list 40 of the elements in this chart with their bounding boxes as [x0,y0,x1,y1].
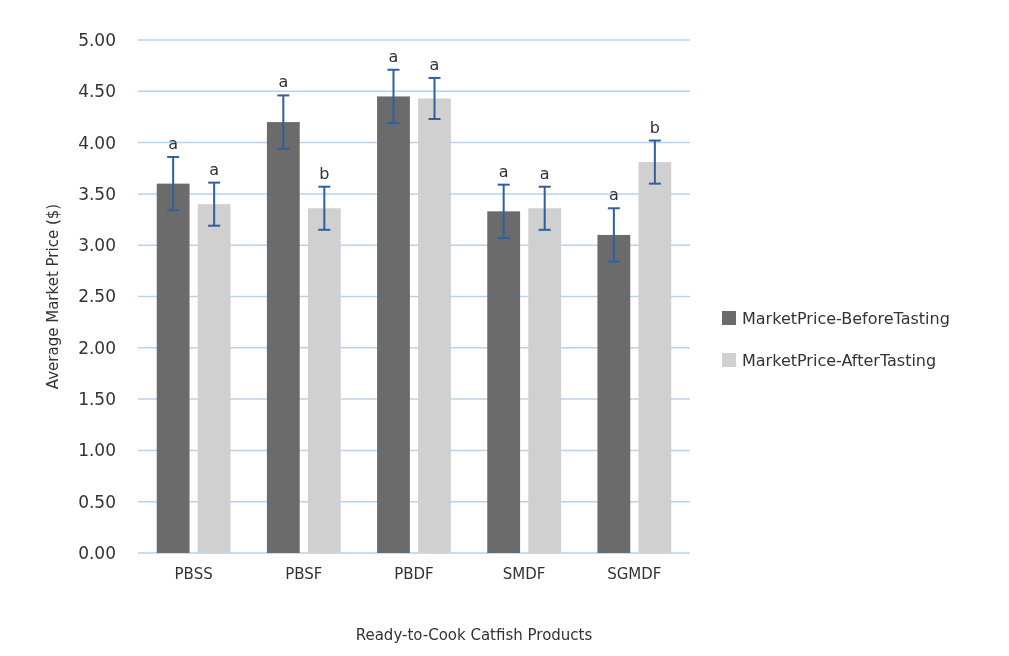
bar [266,122,300,553]
y-tick-label: 5.00 [78,29,116,50]
y-axis-title: Average Market Price ($) [44,203,62,390]
bar [638,162,672,553]
bar [528,208,562,553]
y-tick-label: 2.00 [78,337,116,358]
data-label: a [498,161,509,181]
y-tick-label: 1.50 [78,389,116,410]
data-label: b [649,117,660,137]
y-tick-label: 0.50 [78,491,116,512]
data-label: a [388,46,399,66]
x-tick-label: PBDF [394,565,434,583]
data-label: a [539,163,550,183]
y-tick-label: 0.00 [78,542,116,563]
data-label: a [209,159,220,179]
data-label: a [608,185,619,205]
y-tick-label: 3.00 [78,235,116,256]
legend-label: MarketPrice-AfterTasting [742,350,937,370]
bar [156,183,190,553]
y-tick-label: 1.00 [78,440,116,461]
data-label: b [319,163,330,183]
bar [197,204,231,553]
y-tick-label: 4.50 [78,81,116,102]
bar [377,96,410,553]
x-tick-label: SGMDF [607,565,662,583]
data-label: a [429,54,440,74]
legend-label: MarketPrice-BeforeTasting [742,308,950,328]
bar [307,208,341,553]
data-label: a [278,72,289,92]
bar [487,211,521,553]
bar [597,234,631,553]
bar [418,98,451,553]
y-tick-label: 4.00 [78,132,116,153]
x-tick-label: PBSS [174,565,213,583]
x-tick-label: PBSF [285,565,323,583]
y-tick-label: 3.50 [78,183,116,204]
x-axis-title: Ready-to-Cook Catfish Products [355,626,593,644]
data-label: a [168,133,179,153]
x-tick-label: SMDF [502,565,546,583]
y-tick-label: 2.50 [78,286,116,307]
